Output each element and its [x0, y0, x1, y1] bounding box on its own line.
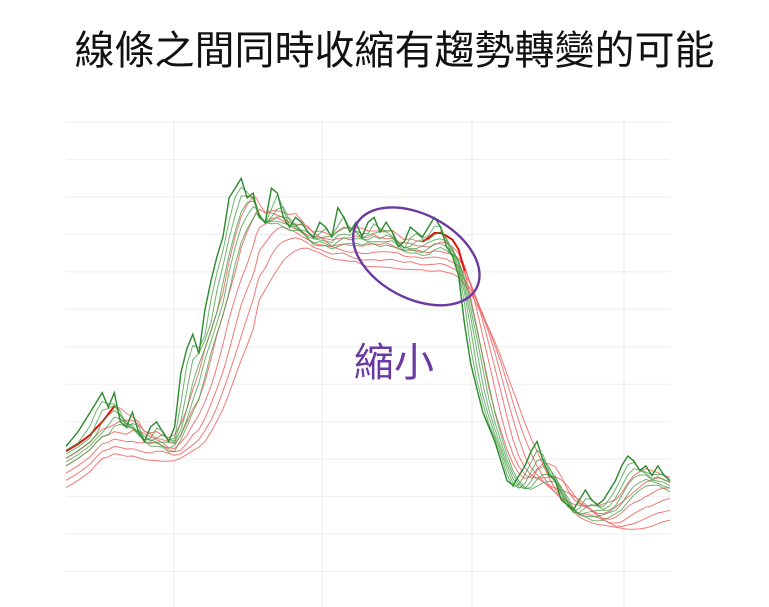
price-series — [65, 176, 671, 511]
annotation — [351, 206, 481, 307]
chart-grid — [66, 120, 670, 607]
green-ribbon-line — [65, 206, 671, 517]
green-ribbon-line — [65, 212, 671, 522]
annotation-label: 縮小 — [354, 340, 434, 386]
annotation-ellipse — [351, 206, 481, 307]
red-ribbon-line — [65, 247, 671, 530]
page-title: 線條之間同時收縮有趨勢轉變的可能 — [74, 28, 715, 74]
red-ribbon-emphasis — [65, 405, 116, 453]
green-ribbon-line — [65, 200, 671, 516]
price-line — [65, 176, 671, 511]
green-ribbon-line — [65, 186, 671, 512]
